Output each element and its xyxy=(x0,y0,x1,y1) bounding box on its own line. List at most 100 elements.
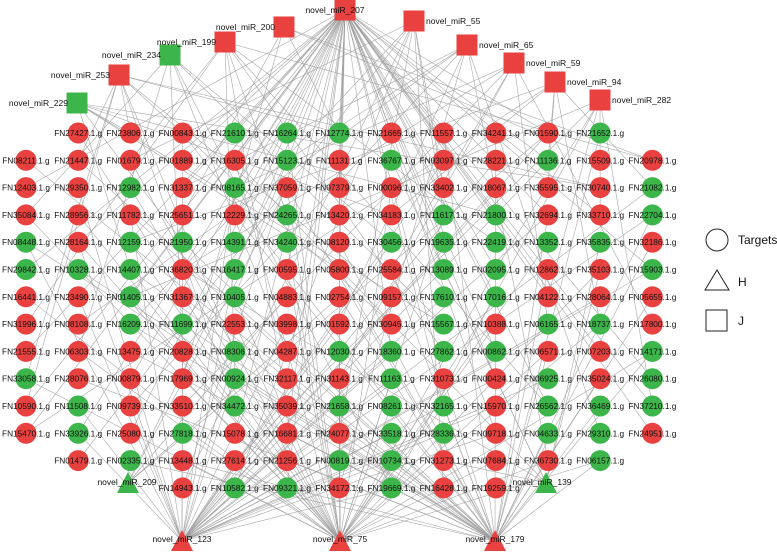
mirna-node-square[interactable]: novel_miR_59 xyxy=(503,52,581,74)
mirna-node-triangle[interactable]: novel_miR_75 xyxy=(313,530,368,551)
target-node[interactable]: FN16305.1.g xyxy=(211,149,259,171)
target-node[interactable]: FN33402.1.g xyxy=(420,177,468,199)
target-node[interactable]: FN01590.1.g xyxy=(524,122,572,144)
target-node[interactable]: FN21610.1.g xyxy=(211,122,259,144)
target-node[interactable]: FN06165.1.g xyxy=(524,313,572,335)
target-node[interactable]: FN16209.1.g xyxy=(106,313,155,335)
target-node[interactable]: FN29350.1.g xyxy=(54,177,103,199)
target-node[interactable]: FN14171.1.g xyxy=(628,340,677,362)
mirna-node-square[interactable]: novel_miR_229 xyxy=(9,92,88,114)
target-node[interactable]: FN24951.1.g xyxy=(628,422,677,444)
target-node[interactable]: FN11782.1.g xyxy=(107,204,155,226)
target-node[interactable]: FN01479.1.g xyxy=(54,450,103,472)
target-node[interactable]: FN08306.1.g xyxy=(211,340,259,362)
target-node[interactable]: FN31996.1.g xyxy=(2,313,50,335)
target-node[interactable]: FN28064.1.g xyxy=(576,286,625,308)
target-node[interactable]: FN28956.1.g xyxy=(54,204,103,226)
target-node[interactable]: FN17016.1.g xyxy=(472,286,520,308)
target-node[interactable]: FN20978.1.g xyxy=(628,149,677,171)
target-node[interactable]: FN35039.1.g xyxy=(263,395,311,417)
target-node[interactable]: FN03097.1.g xyxy=(420,149,468,171)
target-node[interactable]: FN31273.1.g xyxy=(420,450,468,472)
target-node[interactable]: FN13420.1.g xyxy=(315,204,364,226)
target-node[interactable]: FN21555.1.g xyxy=(2,340,50,362)
target-node[interactable]: FN17610.1.g xyxy=(420,286,468,308)
target-node[interactable]: FN31073.1.g xyxy=(420,368,468,390)
target-node[interactable]: FN00879.1.g xyxy=(106,368,155,390)
target-node[interactable]: FN15509.1.g xyxy=(576,149,625,171)
target-node[interactable]: FN12774.1.g xyxy=(315,122,364,144)
target-node[interactable]: FN04287.1.g xyxy=(263,340,311,362)
target-node[interactable]: FN05800.1.g xyxy=(315,259,364,280)
target-node[interactable]: FN26562.1.g xyxy=(524,395,572,417)
target-node[interactable]: FN07684.1.g xyxy=(472,450,520,472)
target-node[interactable]: FN13448.1.g xyxy=(159,450,207,472)
target-node[interactable]: FN02335.1.g xyxy=(106,450,155,472)
target-node[interactable]: FN18067.1.g xyxy=(472,177,520,199)
target-node[interactable]: FN31337.1.g xyxy=(159,177,207,199)
target-node[interactable]: FN19669.1.g xyxy=(367,477,416,499)
target-node[interactable]: FN33710.1.g xyxy=(576,204,625,226)
target-node[interactable]: FN33518.1.g xyxy=(367,422,416,444)
mirna-node-square[interactable]: novel_miR_282 xyxy=(589,89,672,111)
target-node[interactable]: FN37059.1.g xyxy=(263,177,311,199)
target-node[interactable]: FN07379.1.g xyxy=(315,177,364,199)
target-node[interactable]: FN35835.1.g xyxy=(576,231,625,253)
target-node[interactable]: FN18360.1.g xyxy=(367,340,416,362)
target-node[interactable]: FN00096.1.g xyxy=(367,177,416,199)
target-node[interactable]: FN12229.1.g xyxy=(211,204,259,226)
target-node[interactable]: FN15567.1.g xyxy=(420,313,468,335)
target-node[interactable]: FN16417.1.g xyxy=(211,259,259,280)
target-node[interactable]: FN10328.1.g xyxy=(54,259,103,280)
target-node[interactable]: FN12159.1.g xyxy=(106,231,155,253)
target-node[interactable]: FN04633.1.g xyxy=(524,422,572,444)
target-node[interactable]: FN22419.1.g xyxy=(472,231,520,253)
target-node[interactable]: FN32694.1.g xyxy=(524,204,572,226)
target-node[interactable]: FN21256.1.g xyxy=(263,450,311,472)
target-node[interactable]: FN32117.1.g xyxy=(263,368,311,390)
target-node[interactable]: FN25080.1.g xyxy=(106,422,155,444)
target-node[interactable]: FN16681.1.g xyxy=(263,422,311,444)
target-node[interactable]: FN31367.1.g xyxy=(159,286,207,308)
target-node[interactable]: FN11131.1.g xyxy=(316,149,363,171)
target-node[interactable]: FN15970.1.g xyxy=(472,395,520,417)
target-node[interactable]: FN23490.1.g xyxy=(54,286,103,308)
target-node[interactable]: FN13089.1.g xyxy=(420,259,468,280)
target-node[interactable]: FN14391.1.g xyxy=(211,231,259,253)
target-node[interactable]: FN33510.1.g xyxy=(159,395,207,417)
target-node[interactable]: FN34472.1.g xyxy=(211,395,259,417)
target-node[interactable]: FN21447.1.g xyxy=(54,149,103,171)
target-node[interactable]: FN29310.1.g xyxy=(576,422,625,444)
target-node[interactable]: FN33058.1.g xyxy=(2,368,50,390)
target-node[interactable]: FN21950.1.g xyxy=(159,231,207,253)
target-node[interactable]: FN08108.1.g xyxy=(54,313,103,335)
target-node[interactable]: FN15078.1.g xyxy=(211,422,259,444)
target-node[interactable]: FN00924.1.g xyxy=(211,368,259,390)
mirna-node-triangle[interactable]: novel_miR_123 xyxy=(152,530,212,551)
target-node[interactable]: FN04883.1.g xyxy=(263,286,311,308)
target-node[interactable]: FN06571.1.g xyxy=(524,340,572,362)
mirna-node-square[interactable]: novel_miR_207 xyxy=(305,0,365,21)
target-node[interactable]: FN15123.1.g xyxy=(263,149,311,171)
target-node[interactable]: FN36820.1.g xyxy=(159,259,207,280)
target-node[interactable]: FN00862.1.g xyxy=(472,340,520,362)
target-node[interactable]: FN10405.1.g xyxy=(211,286,259,308)
target-node[interactable]: FN26080.1.g xyxy=(628,368,677,390)
target-node[interactable]: FN36469.1.g xyxy=(576,395,625,417)
target-node[interactable]: FN16428.1.g xyxy=(420,477,468,499)
target-node[interactable]: FN09157.1.g xyxy=(367,286,416,308)
target-node[interactable]: FN12982.1.g xyxy=(106,177,155,199)
target-node[interactable]: FN11508.1.g xyxy=(55,395,103,417)
target-node[interactable]: FN08448.1.g xyxy=(2,231,50,253)
target-node[interactable]: FN01592.1.g xyxy=(315,313,364,335)
target-node[interactable]: FN07203.1.g xyxy=(576,340,625,362)
target-node[interactable]: FN08211.1.g xyxy=(2,149,50,171)
target-node[interactable]: FN10734.1.g xyxy=(367,450,416,472)
target-node[interactable]: FN18737.1.g xyxy=(576,313,625,335)
target-node[interactable]: FN35103.1.g xyxy=(576,259,625,280)
target-node[interactable]: FN32165.1.g xyxy=(420,395,468,417)
target-node[interactable]: FN30945.1.g xyxy=(367,313,416,335)
target-node[interactable]: FN13475.1.g xyxy=(106,340,155,362)
target-node[interactable]: FN02095.1.g xyxy=(472,259,520,280)
mirna-node-square[interactable]: novel_miR_94 xyxy=(544,71,622,93)
